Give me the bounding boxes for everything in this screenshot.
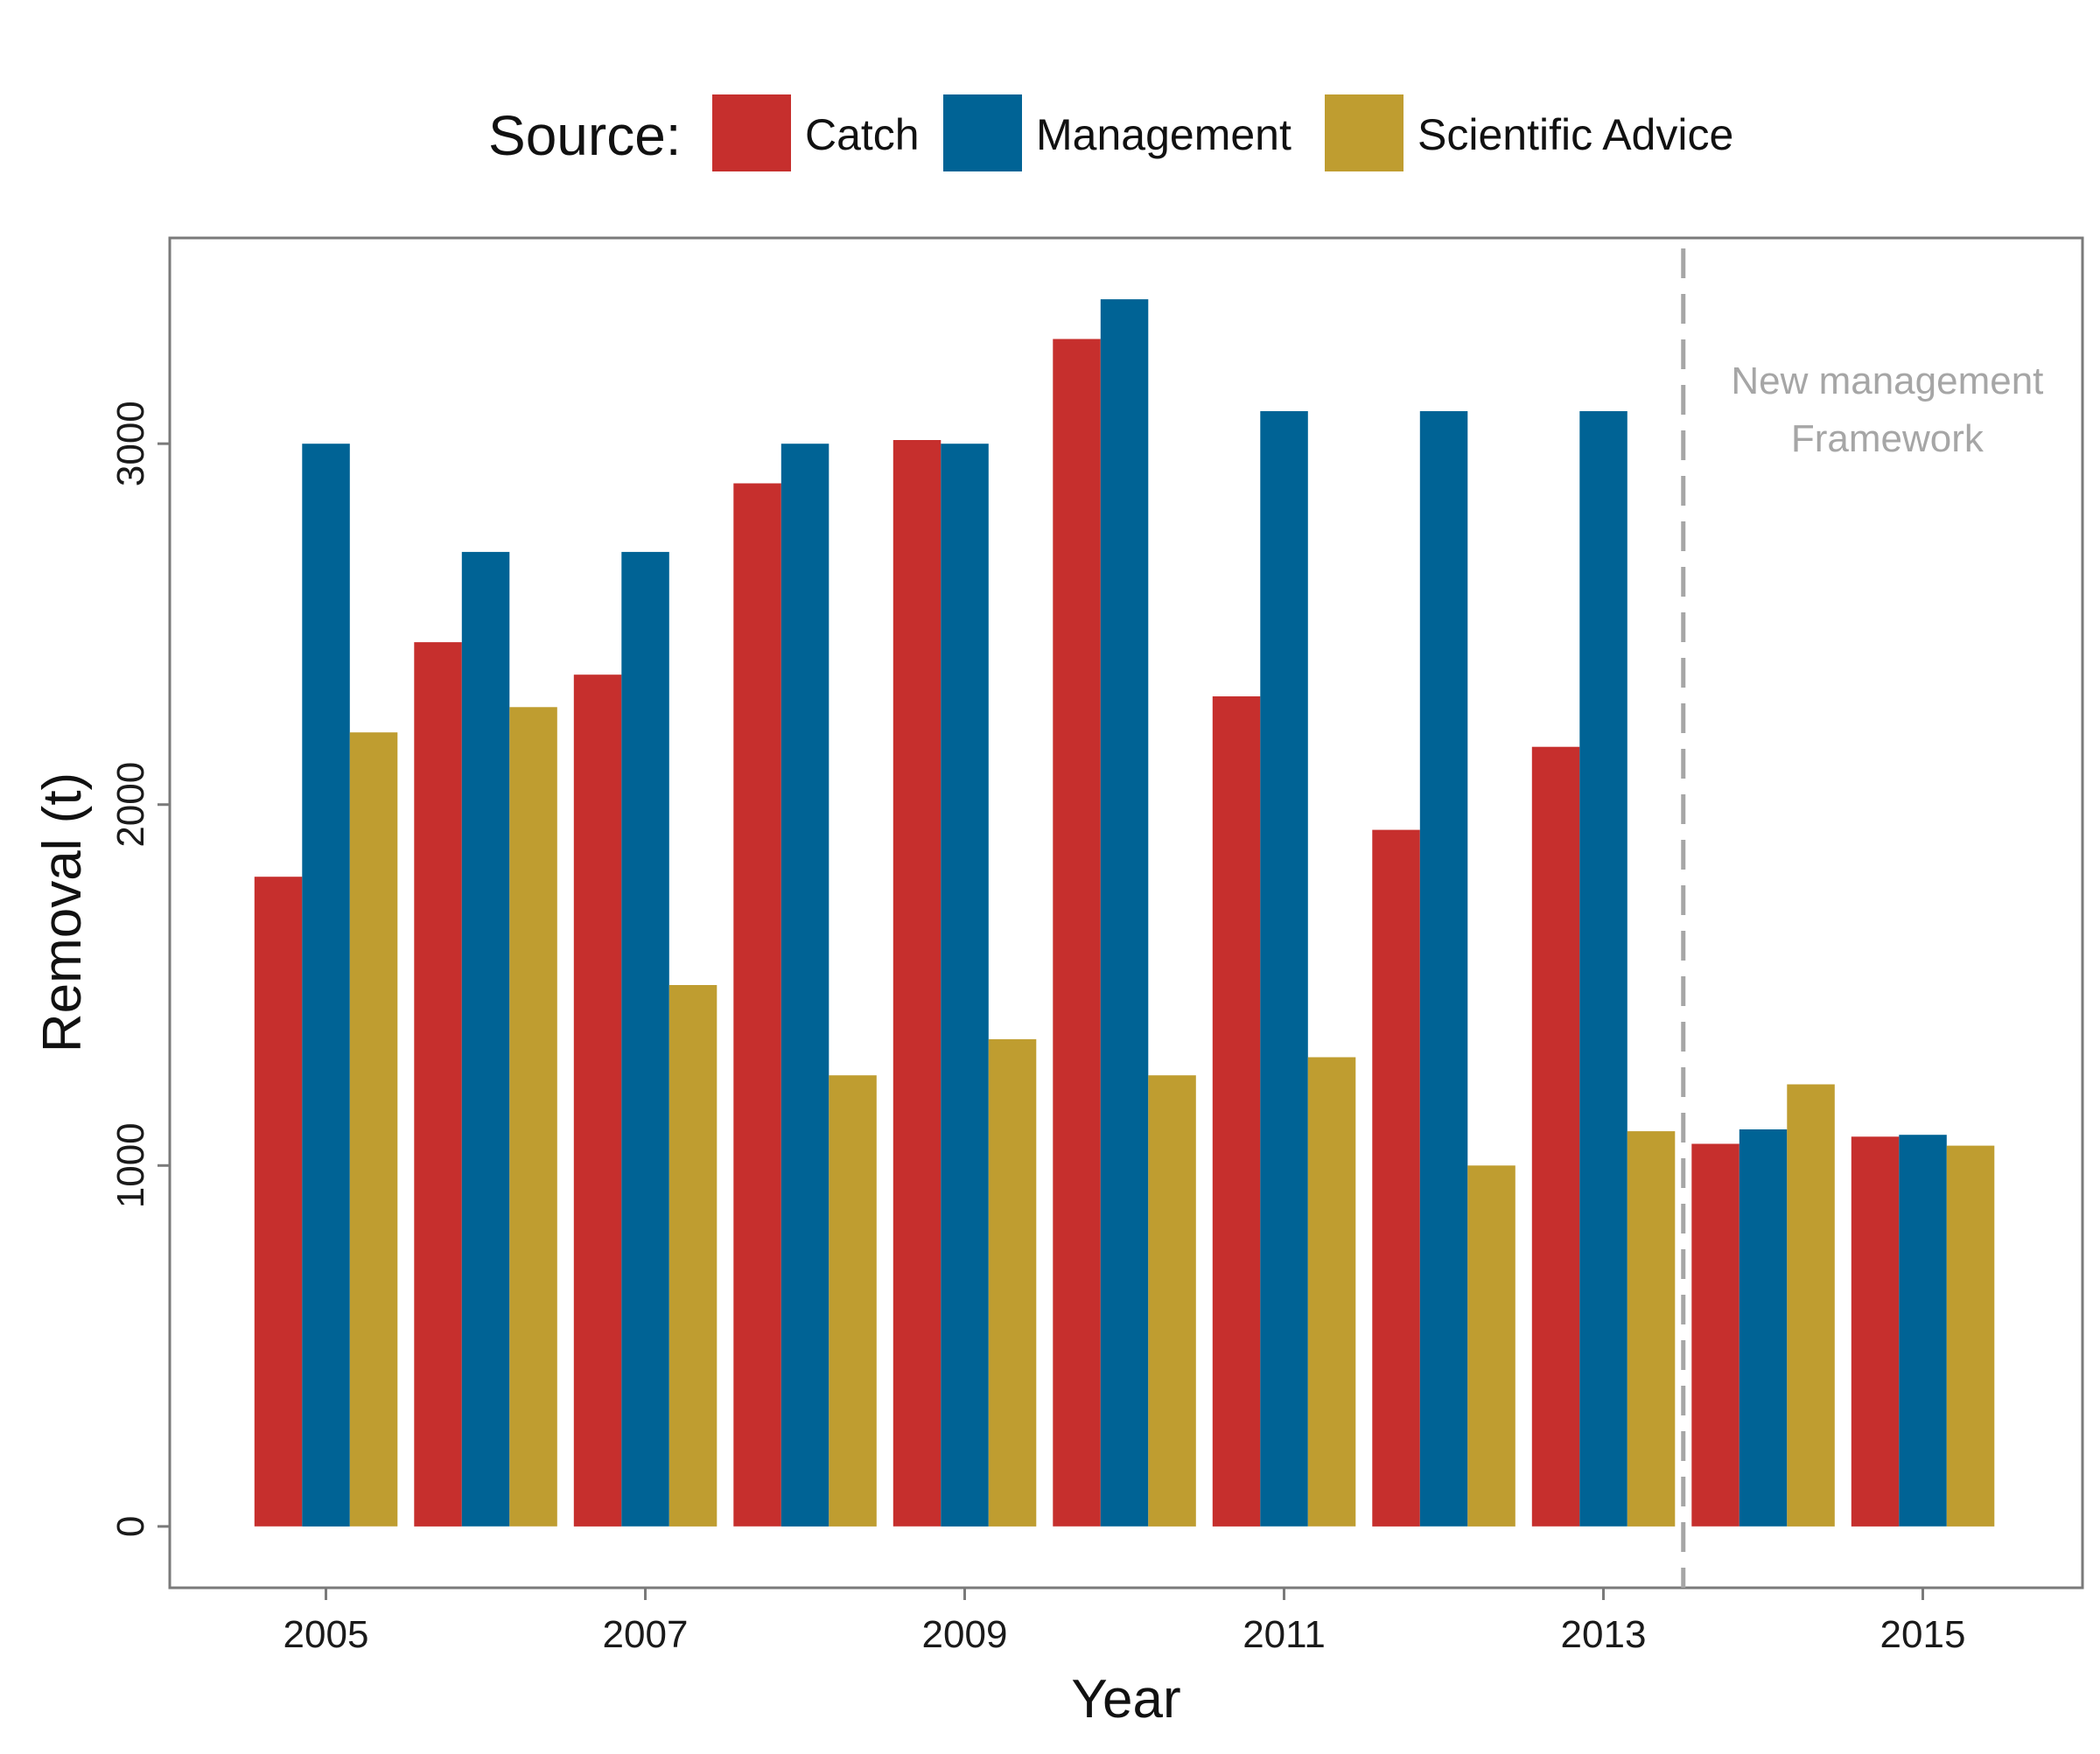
bar-scientific-advice-2014 bbox=[1787, 1084, 1835, 1527]
bar-catch-2015 bbox=[1851, 1136, 1900, 1527]
y-tick-label-3000: 3000 bbox=[109, 401, 152, 486]
bar-scientific-advice-2005 bbox=[349, 732, 398, 1527]
x-tick-label-2011: 2011 bbox=[1242, 1613, 1326, 1656]
bar-scientific-advice-2013 bbox=[1627, 1131, 1676, 1527]
x-axis-title: Year bbox=[1071, 1669, 1180, 1730]
legend-title: Source: bbox=[488, 104, 682, 167]
bar-scientific-advice-2010 bbox=[1148, 1075, 1196, 1527]
bar-management-2014 bbox=[1739, 1129, 1788, 1527]
bar-scientific-advice-2011 bbox=[1307, 1057, 1356, 1527]
x-tick-label-2013: 2013 bbox=[1561, 1613, 1647, 1656]
bar-management-2008 bbox=[780, 444, 830, 1527]
plot-panel bbox=[168, 236, 2084, 1590]
x-tick-label-2015: 2015 bbox=[1880, 1613, 1966, 1656]
bar-catch-2012 bbox=[1372, 829, 1420, 1527]
y-tick-label-0: 0 bbox=[109, 1516, 152, 1537]
annotation: New management Framework bbox=[1681, 248, 2043, 1588]
legend-key-catch bbox=[712, 94, 791, 171]
bar-catch-2006 bbox=[414, 642, 462, 1527]
bar-scientific-advice-2007 bbox=[668, 985, 718, 1527]
bar-management-2006 bbox=[461, 551, 510, 1527]
y-tick-label-2000: 2000 bbox=[109, 762, 152, 848]
bar-management-2010 bbox=[1100, 299, 1149, 1527]
bar-catch-2010 bbox=[1053, 339, 1101, 1527]
bar-scientific-advice-2015 bbox=[1946, 1145, 1995, 1527]
y-tick-label-1000: 1000 bbox=[109, 1122, 152, 1208]
bar-catch-2008 bbox=[733, 483, 781, 1527]
legend-label-catch: Catch bbox=[805, 110, 920, 159]
bar-catch-2007 bbox=[573, 674, 622, 1527]
y-axis: 0 1000 2000 3000 bbox=[109, 401, 170, 1537]
bar-management-2011 bbox=[1260, 411, 1308, 1527]
bar-management-2007 bbox=[621, 551, 669, 1527]
legend: Source: Catch Management Scientific Advice bbox=[488, 94, 1733, 171]
bar-scientific-advice-2009 bbox=[988, 1038, 1037, 1527]
bars bbox=[254, 299, 1995, 1527]
legend-key-management bbox=[943, 94, 1022, 171]
legend-label-scientific-advice: Scientific Advice bbox=[1418, 110, 1733, 159]
bar-management-2009 bbox=[941, 444, 989, 1527]
x-tick-label-2007: 2007 bbox=[603, 1613, 689, 1656]
bar-management-2012 bbox=[1419, 411, 1468, 1527]
bar-management-2005 bbox=[302, 444, 350, 1527]
bar-management-2015 bbox=[1899, 1135, 1947, 1527]
x-axis: 2005 2007 2009 2011 2013 2015 bbox=[284, 1588, 1966, 1656]
bar-catch-2009 bbox=[892, 440, 942, 1527]
bar-scientific-advice-2012 bbox=[1467, 1165, 1516, 1527]
y-axis-title: Removal (t) bbox=[32, 772, 93, 1052]
annotation-line-1: New management bbox=[1731, 360, 2043, 402]
bar-catch-2011 bbox=[1212, 696, 1261, 1527]
bar-catch-2014 bbox=[1691, 1143, 1740, 1527]
legend-label-management: Management bbox=[1036, 110, 1292, 159]
annotation-line-2: Framework bbox=[1791, 417, 1984, 460]
bar-catch-2005 bbox=[254, 877, 303, 1527]
x-tick-label-2009: 2009 bbox=[922, 1613, 1008, 1656]
bar-scientific-advice-2008 bbox=[829, 1075, 877, 1527]
legend-key-scientific-advice bbox=[1325, 94, 1404, 171]
bar-scientific-advice-2006 bbox=[509, 707, 557, 1527]
bar-management-2013 bbox=[1579, 411, 1628, 1527]
x-tick-label-2005: 2005 bbox=[284, 1613, 369, 1656]
bar-catch-2013 bbox=[1531, 746, 1580, 1527]
